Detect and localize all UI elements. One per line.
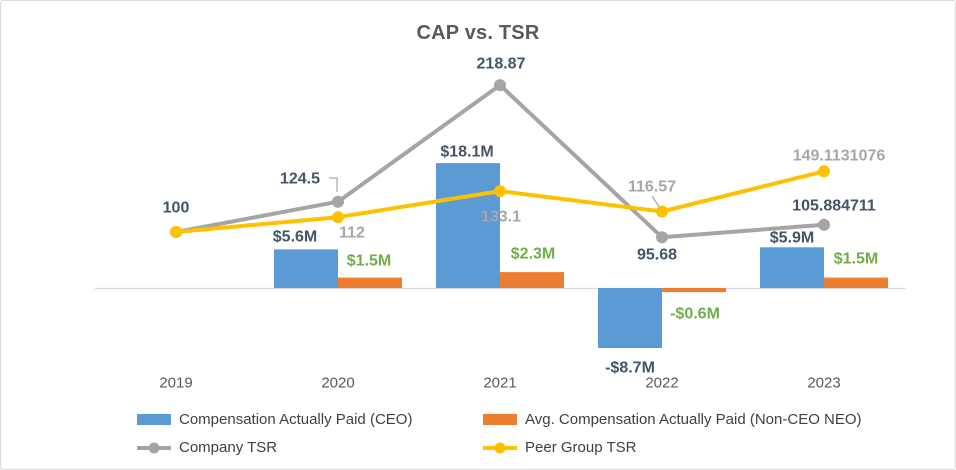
- point-peer-tsr-2022[interactable]: [656, 205, 668, 218]
- data-label-company-tsr-2020: 124.5: [280, 171, 320, 188]
- data-label-peer-tsr-2020: 112: [339, 225, 365, 242]
- x-axis-label-2019[interactable]: 2019: [159, 375, 192, 392]
- data-label-company-tsr-2021: 218.87: [477, 56, 526, 73]
- data-label-ceo-cap-2020: $5.6M: [273, 229, 317, 246]
- data-label-ceo-cap-2022: -$8.7M: [605, 360, 655, 377]
- legend-label-peer-tsr: Peer Group TSR: [525, 439, 637, 456]
- bar-neo-cap-2022[interactable]: [662, 288, 726, 293]
- bar-ceo-cap-2021[interactable]: [436, 163, 500, 288]
- point-company-tsr-2022[interactable]: [656, 231, 668, 244]
- bar-ceo-cap-2020[interactable]: [274, 249, 338, 288]
- data-label-peer-tsr-2023: 149.1131076: [793, 148, 886, 165]
- legend-swatch-company-tsr: [137, 442, 171, 453]
- data-label-neo-cap-2022: -$0.6M: [670, 306, 720, 323]
- label-leader-1: [651, 195, 661, 209]
- bar-neo-cap-2020[interactable]: [338, 277, 402, 288]
- legend-item-ceo-cap[interactable]: Compensation Actually Paid (CEO): [137, 411, 412, 428]
- point-peer-tsr-2021[interactable]: [494, 185, 506, 198]
- point-company-tsr-2021[interactable]: [494, 79, 506, 92]
- legend-marker-dot-icon: [494, 442, 506, 453]
- data-label-company-tsr-2019: 100: [163, 200, 190, 217]
- legend-item-peer-tsr[interactable]: Peer Group TSR: [483, 439, 636, 456]
- chart-title: CAP vs. TSR: [416, 22, 540, 44]
- legend-marker-dot-icon: [148, 442, 160, 453]
- data-label-neo-cap-2023: $1.5M: [834, 251, 878, 268]
- point-company-tsr-2023[interactable]: [818, 218, 830, 231]
- legend-swatch-neo-cap: [483, 414, 517, 425]
- x-axis-label-2021[interactable]: 2021: [483, 375, 516, 392]
- data-label-ceo-cap-2021: $18.1M: [440, 144, 493, 161]
- bar-ceo-cap-2023[interactable]: [760, 247, 824, 288]
- legend-item-neo-cap[interactable]: Avg. Compensation Actually Paid (Non-CEO…: [483, 411, 862, 428]
- data-label-peer-tsr-2021: 133.1: [481, 209, 521, 226]
- legend-item-company-tsr[interactable]: Company TSR: [137, 439, 277, 456]
- x-axis-label-2020[interactable]: 2020: [321, 375, 354, 392]
- data-label-company-tsr-2022: 95.68: [637, 247, 677, 264]
- bar-neo-cap-2021[interactable]: [500, 272, 564, 288]
- point-peer-tsr-2020[interactable]: [332, 211, 344, 224]
- legend-label-company-tsr: Company TSR: [179, 439, 278, 456]
- legend-swatch-ceo-cap: [137, 414, 171, 425]
- bar-ceo-cap-2022[interactable]: [598, 288, 662, 348]
- data-label-neo-cap-2021: $2.3M: [511, 246, 555, 263]
- x-axis-label-2022[interactable]: 2022: [645, 375, 678, 392]
- x-axis-label-2023[interactable]: 2023: [807, 375, 840, 392]
- bar-neo-cap-2023[interactable]: [824, 277, 888, 288]
- point-company-tsr-2020[interactable]: [332, 195, 344, 208]
- legend-label-neo-cap: Avg. Compensation Actually Paid (Non-CEO…: [525, 411, 862, 428]
- point-peer-tsr-2023[interactable]: [818, 165, 830, 178]
- label-leader-0: [329, 177, 338, 192]
- point-peer-tsr-2019[interactable]: [170, 226, 182, 238]
- legend-swatch-peer-tsr: [483, 442, 517, 453]
- data-label-peer-tsr-2022: 116.57: [628, 179, 676, 196]
- legend-label-ceo-cap: Compensation Actually Paid (CEO): [179, 411, 413, 428]
- data-label-company-tsr-2023: 105.884711: [792, 198, 876, 215]
- data-label-ceo-cap-2023: $5.9M: [770, 230, 814, 247]
- data-label-neo-cap-2020: $1.5M: [347, 253, 391, 270]
